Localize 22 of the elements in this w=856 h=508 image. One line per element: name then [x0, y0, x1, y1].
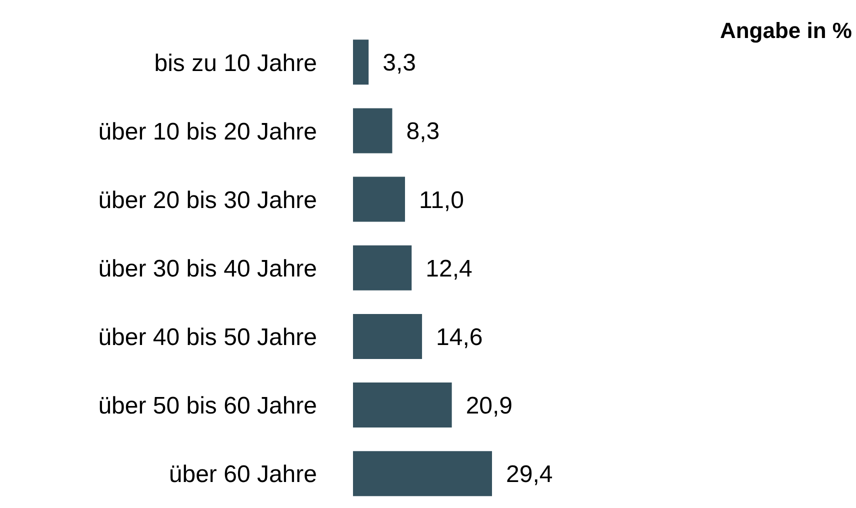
bar	[353, 176, 406, 222]
text: Angabe in %	[720, 18, 852, 44]
bar	[353, 40, 369, 85]
y-tick-label: über 20 bis 30 Jahre	[98, 186, 317, 214]
data-label: 14,6	[436, 324, 483, 351]
bar	[353, 245, 412, 290]
data-label: 20,9	[466, 392, 513, 420]
data-label: 11,0	[419, 186, 464, 214]
bar	[353, 451, 492, 496]
y-tick-label: über 50 bis 60 Jahre	[98, 392, 317, 420]
data-label: 12,4	[426, 255, 472, 282]
bar	[353, 314, 422, 359]
bar	[353, 382, 452, 428]
data-label: 3,3	[382, 50, 416, 77]
y-tick-label: über 60 Jahre	[168, 461, 317, 488]
y-tick-label: über 30 bis 40 Jahre	[98, 256, 317, 283]
data-label: 8,3	[406, 118, 440, 146]
y-tick-label: über 10 bis 20 Jahre	[98, 118, 317, 146]
bar	[353, 108, 392, 154]
y-tick-label: bis zu 10 Jahre	[154, 50, 317, 77]
data-label: 29,4	[506, 461, 553, 488]
y-tick-label: über 40 bis 50 Jahre	[98, 324, 317, 352]
